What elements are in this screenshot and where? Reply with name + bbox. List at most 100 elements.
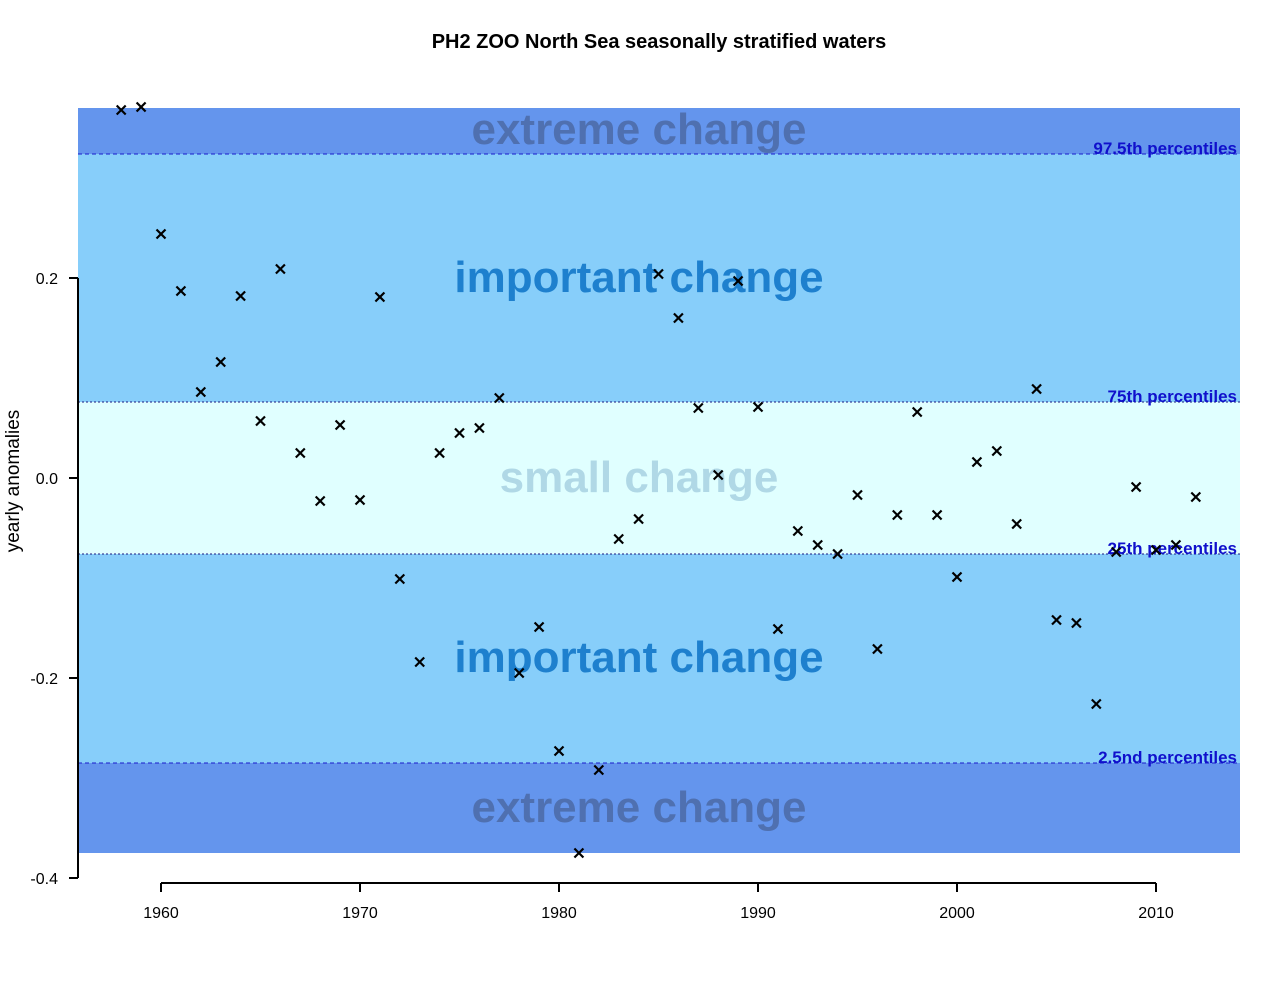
data-point xyxy=(474,422,485,434)
data-point xyxy=(513,667,525,679)
data-point-stroke xyxy=(1091,698,1102,710)
data-point-stroke xyxy=(573,847,585,859)
data-point xyxy=(1110,546,1122,558)
data-point-stroke xyxy=(931,509,943,521)
data-point-stroke xyxy=(712,469,724,481)
data-point-stroke xyxy=(812,539,823,551)
data-point xyxy=(414,656,425,668)
data-point-stroke xyxy=(1011,518,1022,530)
data-point-stroke xyxy=(155,228,167,240)
x-tick-label: 1980 xyxy=(541,905,577,922)
band-label-extreme-change: extreme change xyxy=(471,105,806,154)
data-point xyxy=(752,401,764,413)
data-point-stroke xyxy=(593,764,605,776)
data-point xyxy=(832,548,843,560)
data-point xyxy=(135,101,147,113)
band-extreme-change xyxy=(78,108,1240,154)
data-point-stroke xyxy=(1170,539,1182,551)
data-point-stroke xyxy=(513,667,525,679)
data-point-stroke xyxy=(115,104,127,116)
data-point-stroke xyxy=(553,745,565,757)
data-point xyxy=(175,285,187,297)
percentile-label: 2.5nd percentiles xyxy=(1098,748,1237,767)
data-point-stroke xyxy=(991,445,1003,457)
data-point-stroke xyxy=(314,495,326,507)
data-point xyxy=(1170,539,1182,551)
data-point xyxy=(494,392,505,404)
data-point-stroke xyxy=(135,101,147,113)
data-point-stroke xyxy=(892,509,903,521)
data-point xyxy=(295,447,306,459)
data-point-stroke xyxy=(1130,481,1142,493)
x-tick-label: 2010 xyxy=(1138,905,1174,922)
y-axis-label: yearly anomalies xyxy=(3,410,24,553)
data-point-stroke xyxy=(633,513,644,525)
band-important-change xyxy=(78,554,1240,763)
percentile-label: 97.5th percentiles xyxy=(1093,139,1237,158)
data-point xyxy=(593,764,605,776)
data-point-stroke xyxy=(235,290,246,302)
data-point xyxy=(1091,698,1102,710)
percentile-label: 75th percentiles xyxy=(1108,387,1237,406)
data-point xyxy=(394,573,406,585)
data-point xyxy=(693,402,704,414)
data-point-stroke xyxy=(673,312,684,324)
data-point-stroke xyxy=(255,415,266,427)
data-point xyxy=(653,268,664,280)
data-point-stroke xyxy=(394,573,406,585)
data-point xyxy=(255,415,266,427)
band-label-layer: extreme change important change small chan… xyxy=(454,105,823,832)
data-point-stroke xyxy=(414,656,425,668)
data-point-stroke xyxy=(732,275,744,287)
y-tick-label: -0.2 xyxy=(30,671,58,688)
data-point-stroke xyxy=(1071,617,1082,629)
data-point-stroke xyxy=(434,447,445,459)
data-point xyxy=(115,104,127,116)
data-point xyxy=(872,643,883,655)
data-point-stroke xyxy=(613,533,624,545)
data-point xyxy=(852,489,863,501)
data-point xyxy=(991,445,1003,457)
data-point-stroke xyxy=(215,356,226,368)
x-tick-label: 1990 xyxy=(740,905,776,922)
data-point xyxy=(633,513,644,525)
x-tick-label: 1970 xyxy=(342,905,378,922)
data-point-stroke xyxy=(951,571,963,583)
data-point-stroke xyxy=(772,623,784,635)
data-point-stroke xyxy=(454,427,465,439)
band-label-small-change: small change xyxy=(500,453,779,502)
data-point xyxy=(772,623,784,635)
data-point xyxy=(1051,614,1062,626)
data-point-stroke xyxy=(1031,383,1042,395)
data-point-stroke xyxy=(872,643,883,655)
data-point-stroke xyxy=(1190,491,1202,503)
data-point-stroke xyxy=(295,447,306,459)
data-point-stroke xyxy=(494,392,505,404)
axes: -0.4 -0.2 0.0 0.2 1960 1970 1980 1990 2000 2010 xyxy=(30,271,1173,922)
data-point xyxy=(712,469,724,481)
data-point xyxy=(434,447,445,459)
data-point xyxy=(1071,617,1082,629)
data-point-stroke xyxy=(354,494,366,506)
x-tick-label: 2000 xyxy=(939,905,975,922)
data-point xyxy=(553,745,565,757)
data-point xyxy=(275,263,286,275)
data-point-stroke xyxy=(474,422,485,434)
data-point xyxy=(334,419,346,431)
data-point xyxy=(354,494,366,506)
band-label-extreme-change: extreme change xyxy=(471,783,806,832)
data-point-stroke xyxy=(653,268,664,280)
data-point-stroke xyxy=(374,291,386,303)
data-point-stroke xyxy=(752,401,764,413)
data-point xyxy=(374,291,386,303)
data-point-stroke xyxy=(832,548,843,560)
data-point xyxy=(195,386,207,398)
data-point xyxy=(573,847,585,859)
y-tick-label: 0.2 xyxy=(36,271,58,288)
data-point xyxy=(911,406,923,418)
data-point-stroke xyxy=(911,406,923,418)
chart-title: PH2 ZOO North Sea seasonally stratified … xyxy=(432,31,887,53)
data-point xyxy=(1130,481,1142,493)
